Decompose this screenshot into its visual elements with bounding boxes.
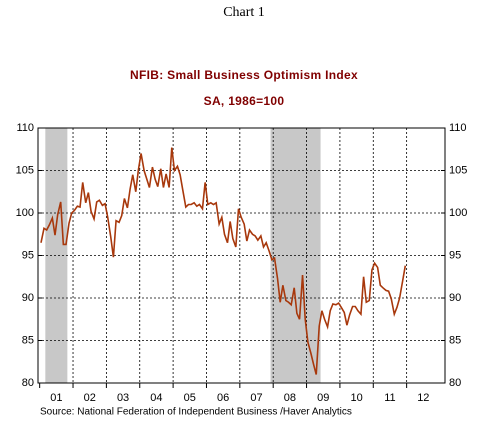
x-tick-label: 04 [150, 392, 162, 404]
y-tick-label: 80 [22, 377, 34, 389]
y-tick-label-right: 100 [449, 207, 467, 219]
y-tick-label-right: 85 [449, 334, 461, 346]
y-tick-label-right: 95 [449, 249, 461, 261]
x-tick-label: 12 [417, 392, 429, 404]
y-tick-label: 110 [16, 122, 34, 134]
y-tick-label-right: 110 [449, 122, 467, 134]
chart-title: Chart 1 [223, 5, 265, 20]
x-tick-label: 08 [284, 392, 296, 404]
plot-frame [37, 127, 446, 384]
x-tick-label: 03 [117, 392, 129, 404]
data-line [40, 147, 407, 375]
x-tick-label: 10 [350, 392, 362, 404]
x-tick-label: 06 [217, 392, 229, 404]
y-tick-label-right: 90 [449, 292, 461, 304]
y-tick-label: 85 [22, 334, 34, 346]
chart-subtitle: SA, 1986=100 [204, 94, 285, 108]
recession-band [45, 128, 68, 383]
chart-subtitle: NFIB: Small Business Optimism Index [130, 68, 358, 82]
x-tick-label: 01 [50, 392, 62, 404]
x-tick-label: 11 [384, 392, 395, 404]
x-tick-label: 02 [84, 392, 96, 404]
y-tick-label: 90 [22, 292, 34, 304]
y-tick-label: 95 [22, 249, 34, 261]
x-tick-label: 05 [184, 392, 196, 404]
y-tick-label: 105 [16, 164, 34, 176]
y-tick-label: 100 [16, 207, 34, 219]
x-tick-label: 07 [250, 392, 262, 404]
y-tick-label-right: 80 [449, 377, 461, 389]
x-tick-label: 09 [317, 392, 329, 404]
y-tick-label-right: 105 [449, 164, 467, 176]
source-note: Source: National Federation of Independe… [40, 407, 352, 418]
